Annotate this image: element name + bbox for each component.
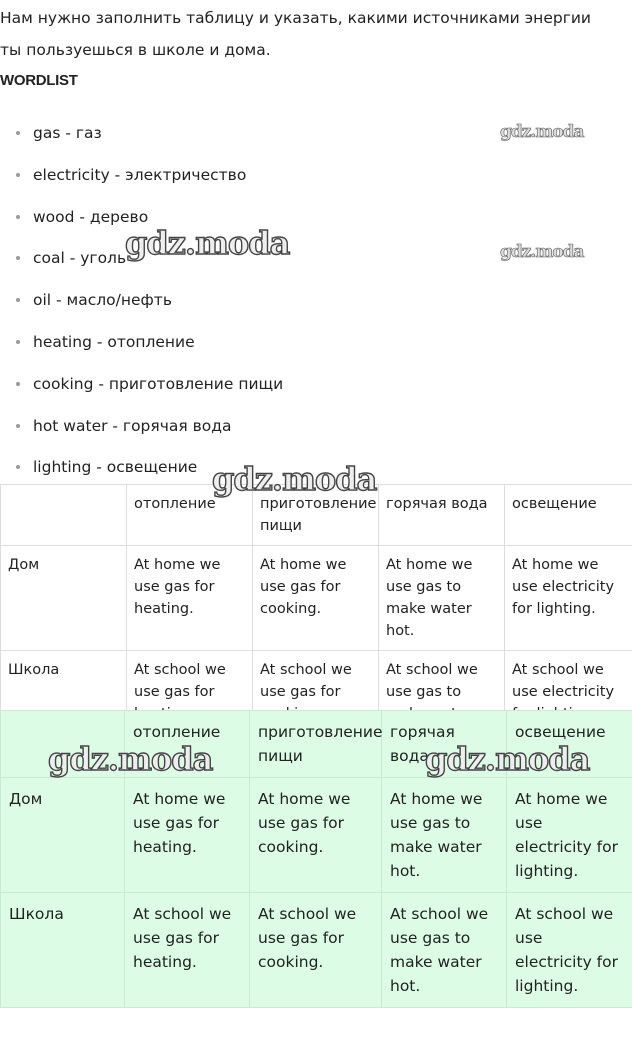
- row-label: Дом: [0, 545, 127, 651]
- wordlist-item: cooking - приготовление пищи: [0, 363, 283, 405]
- table-cell: At home we use gas for cooking.: [249, 777, 382, 893]
- table-cell: At home we use electricity for lighting.: [506, 777, 632, 893]
- table-cell: At home we use electricity for lighting.: [504, 545, 632, 651]
- wordlist: gas - газ electricity - электричество wood…: [0, 112, 283, 488]
- row-label: Школа: [0, 892, 125, 1008]
- watermark: gdz.moda: [124, 223, 291, 262]
- table-cell: At school we use gas for cooking.: [249, 892, 382, 1008]
- table-cell: At home we use gas for heating.: [126, 545, 253, 651]
- header-cell: приготовление пищи: [249, 710, 383, 778]
- wordlist-item: gas - газ: [0, 112, 283, 154]
- header-cell: [0, 710, 125, 778]
- header-row: отопление приготовление пищи горячая вода о…: [0, 710, 632, 778]
- header-cell: освещение: [506, 710, 632, 778]
- wordlist-item: coal - уголь: [0, 237, 283, 279]
- table: отопление приготовление пищи горячая вода о…: [0, 710, 632, 1008]
- table-cell: At home we use gas for cooking.: [252, 545, 379, 651]
- table-row: Дом At home we use gas for heating. At hom…: [0, 545, 632, 651]
- watermark: gdz.moda: [424, 739, 591, 778]
- watermark: gdz.moda: [47, 739, 214, 778]
- wordlist-title: WORDLIST: [0, 72, 78, 89]
- header-cell: [0, 484, 127, 546]
- table-cell: At school we use electricity for lightin…: [506, 892, 632, 1008]
- table-cell: At home we use gas to make water hot.: [378, 545, 505, 651]
- row-label: Дом: [0, 777, 125, 893]
- wordlist-item: hot water - горячая вода: [0, 405, 283, 447]
- watermark: gdz.moda: [500, 122, 585, 143]
- table: отопление приготовление пищи горячая вода о…: [0, 484, 632, 756]
- watermark: gdz.moda: [211, 459, 378, 498]
- table-row: Дом At home we use gas for heating. At hom…: [0, 777, 632, 893]
- wordlist-item: oil - масло/нефть: [0, 279, 283, 321]
- wordlist-item: heating - отопление: [0, 321, 283, 363]
- header-cell: приготовление пищи: [252, 484, 379, 546]
- intro: Нам нужно заполнить таблицу и указать, к…: [0, 9, 591, 59]
- table-cell: At school we use gas to make water hot.: [381, 892, 507, 1008]
- table-cell: At home we use gas to make water hot.: [381, 777, 507, 893]
- wordlist-item: lighting - освещение: [0, 446, 283, 488]
- header-cell: горячая вода: [378, 484, 505, 546]
- table-cell: At home we use gas for heating.: [124, 777, 250, 893]
- wordlist-item: electricity - электричество: [0, 154, 283, 196]
- table-cell: At school we use gas for heating.: [124, 892, 250, 1008]
- header-cell: освещение: [504, 484, 632, 546]
- watermark: gdz.moda: [500, 242, 585, 263]
- wordlist-item: wood - дерево: [0, 196, 283, 238]
